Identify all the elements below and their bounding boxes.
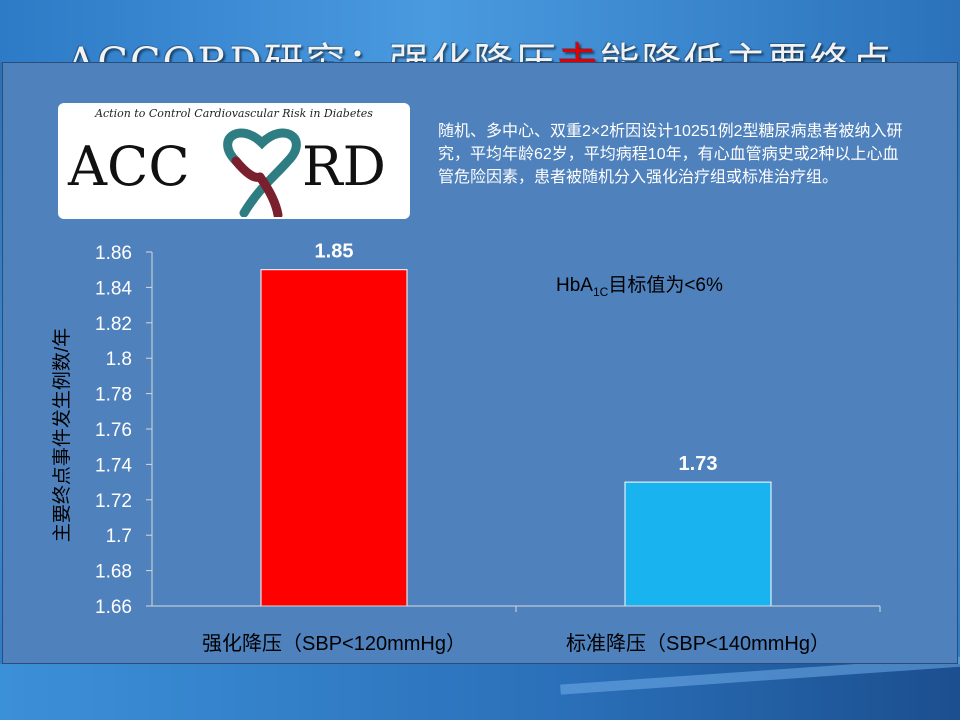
study-description: 随机、多中心、双重2×2析因设计10251例2型糖尿病患者被纳入研究，平均年龄6…	[438, 123, 903, 186]
slide-header-band	[0, 0, 960, 62]
y-tick-label: 1.74	[95, 455, 132, 476]
y-tick-label: 1.68	[95, 562, 132, 583]
hba1c-target-note: HbA1C目标值为<6%	[556, 270, 723, 299]
bars: 1.85 1.73	[260, 241, 772, 607]
y-tick-label: 1.8	[106, 349, 132, 370]
logo-tagline: Action to Control Cardiovascular Risk in…	[95, 107, 373, 120]
logo-heart-ribbon-icon	[223, 128, 301, 217]
bar-2	[624, 481, 772, 607]
bar-value-label: 1.73	[679, 453, 718, 475]
logo-letters-left: ACC	[67, 135, 190, 198]
y-axis-label: 主要终点事件发生例数/年	[51, 328, 73, 542]
x-category-label: 标准降压（SBP<140mmHg）	[566, 632, 830, 655]
accord-logo: Action to Control Cardiovascular Risk in…	[58, 103, 410, 219]
note-tail: 目标值为<6%	[608, 275, 723, 296]
bar-1	[260, 269, 408, 607]
y-tick-label: 1.66	[95, 597, 132, 618]
y-tick-label: 1.7	[106, 526, 132, 547]
x-category-label: 强化降压（SBP<120mmHg）	[202, 632, 466, 655]
bar-value-label: 1.85	[315, 241, 354, 263]
y-tick-label: 1.82	[95, 314, 132, 335]
note-main: HbA	[556, 275, 593, 296]
x-axis: 强化降压（SBP<120mmHg） 标准降压（SBP<140mmHg）	[152, 605, 881, 655]
logo-letters-right: RD	[302, 135, 386, 198]
y-tick-label: 1.78	[95, 385, 132, 406]
y-tick-label: 1.76	[95, 420, 132, 441]
note-sub: 1C	[592, 285, 609, 299]
y-tick-label: 1.84	[95, 278, 132, 299]
y-tick-label: 1.86	[95, 243, 132, 264]
logo-wordmark: ACC RD	[67, 128, 386, 217]
y-tick-label: 1.72	[95, 491, 132, 512]
y-axis: 1.66 1.68 1.7 1.72 1.74 1.76 1.78 1.8 1.82 1.84 1.…	[95, 243, 153, 618]
